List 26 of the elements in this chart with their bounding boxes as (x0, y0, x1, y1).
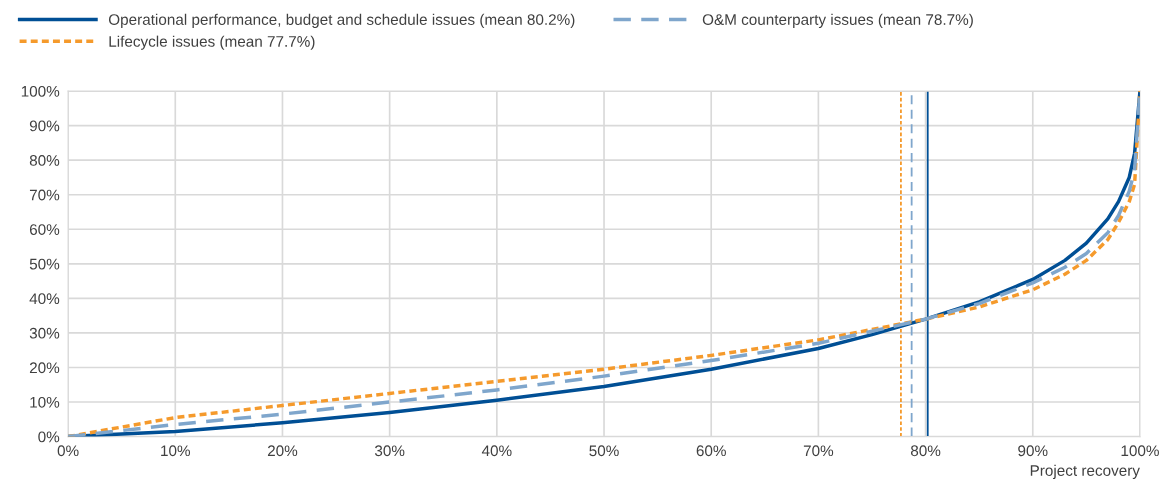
x-tick-label: 0% (57, 445, 79, 457)
x-tick-label: 30% (374, 445, 405, 457)
y-tick-label: 20% (29, 362, 60, 374)
x-tick-label: 10% (161, 445, 191, 457)
legend-label: O&M counterparty issues (mean 78.7%) (702, 13, 973, 28)
y-tick-label: 70% (29, 189, 60, 201)
x-tick-label: 60% (696, 445, 726, 457)
y-tick-label: 30% (29, 327, 60, 339)
x-axis-title: Project recovery (1030, 464, 1140, 479)
y-tick-label: 50% (29, 258, 60, 270)
y-tick-label: 10% (30, 396, 60, 408)
x-tick-label: 90% (1018, 445, 1048, 457)
y-tick-label: 60% (29, 224, 60, 235)
y-tick-label: 80% (29, 155, 60, 166)
y-tick-label: 40% (29, 293, 60, 305)
legend-label: Lifecycle issues (mean 77.7%) (109, 35, 315, 50)
y-tick-label: 90% (29, 120, 60, 132)
x-tick-label: 70% (803, 445, 834, 457)
x-tick-label: 50% (589, 445, 619, 457)
legend-label: Operational performance, budget and schedule issues (mean 80.2%) (108, 13, 575, 28)
y-tick-label: 0% (38, 431, 60, 443)
x-tick-label: 20% (267, 445, 298, 457)
x-tick-label: 100% (1121, 445, 1159, 457)
x-tick-label: 80% (910, 445, 941, 457)
y-tick-label: 100% (21, 85, 60, 97)
x-tick-label: 40% (481, 445, 512, 457)
